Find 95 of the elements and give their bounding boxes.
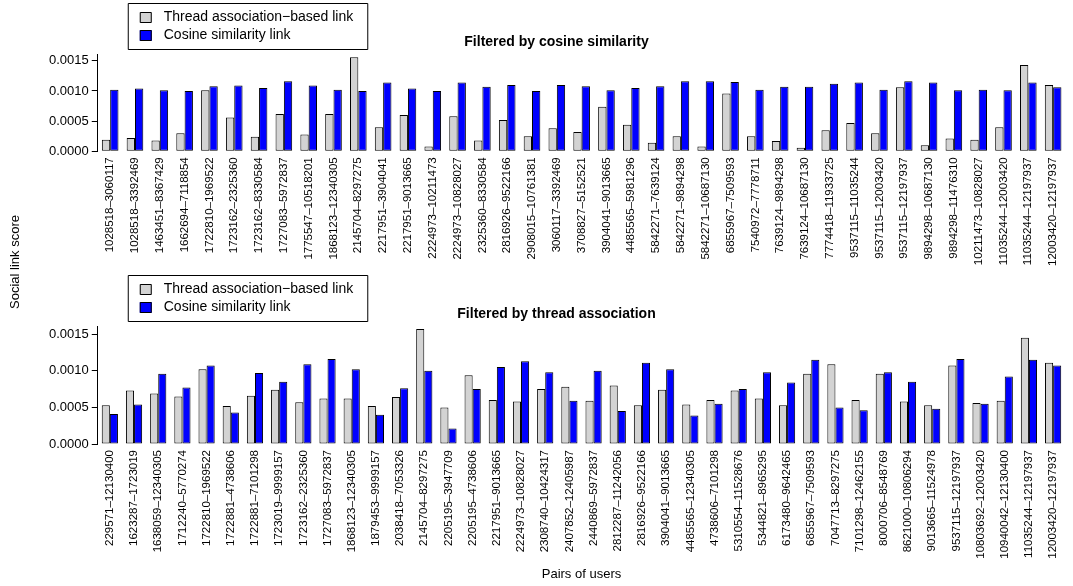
- x-tick-label: 1868123–12340305: [344, 450, 357, 553]
- x-tick-label: 1028518–3392469: [128, 157, 141, 254]
- x-tick-label: 1028518–3060117: [103, 157, 116, 253]
- x-tick-label: 2217951–3904041: [376, 157, 389, 254]
- x-tick-label: 11035244–12197937: [1021, 157, 1034, 266]
- x-tick-label: 2816926–9522166: [635, 450, 648, 546]
- x-tick-label: 2205195–4738606: [465, 450, 478, 546]
- x-tick-label: 11035244–12003420: [996, 157, 1009, 266]
- x-tick-label: 2217951–9013665: [490, 450, 503, 546]
- x-tick-label: 1775547–10518201: [301, 157, 314, 260]
- x-tick-label: 7639124–10687130: [798, 157, 811, 260]
- y-tick-label: 0.0000: [49, 142, 89, 158]
- x-tick-label: 7101298–12462155: [852, 450, 865, 553]
- x-tick-label: 4485565–12340305: [683, 450, 696, 553]
- x-tick-label: 2812287–11242056: [610, 450, 623, 552]
- x-tick-label: 5344821–8965295: [756, 450, 769, 546]
- y-tick-label: 0.0010: [49, 82, 89, 98]
- x-tick-label: 9537115–12197937: [949, 450, 962, 552]
- x-tick-label: 9537115–11035244: [847, 156, 860, 258]
- x-tick-label: 2145704–8297275: [417, 450, 430, 546]
- x-tick-label: 5842271–10687130: [698, 157, 711, 260]
- x-tick-label: 1712240–5770274: [175, 449, 188, 546]
- x-tick-label: 1662694–7118854: [177, 156, 190, 253]
- x-tick-label: 229571–12130400: [103, 450, 116, 546]
- y-tick-label: 0.0005: [49, 398, 89, 414]
- x-tick-label: 7047713–8297275: [828, 450, 841, 546]
- x-tick-label: 2224973–10828027: [450, 157, 463, 260]
- x-tick-label: 1638059–12340305: [151, 450, 164, 553]
- x-tick-label: 9013665–11524978: [925, 450, 938, 552]
- x-tick-label: 9537115–12197937: [897, 157, 910, 259]
- x-tick-label: 9537115–12003420: [872, 157, 885, 259]
- x-tick-label: 1722881–4738606: [223, 450, 236, 546]
- x-tick-label: 1727083–5972837: [320, 450, 333, 546]
- x-tick-label: 1723162–2325360: [227, 157, 240, 254]
- x-tick-label: 1722810–1969522: [202, 157, 215, 254]
- x-tick-label: 6855967–7509593: [804, 450, 817, 546]
- x-tick-label: 1868123–12340305: [326, 157, 339, 260]
- x-tick-label: 10940042–12130400: [997, 450, 1010, 559]
- legend-label: Thread association−based link: [163, 7, 355, 24]
- x-tick-label: 1727083–5972837: [277, 157, 290, 254]
- x-tick-label: 2145704–8297275: [351, 157, 364, 254]
- x-tick-label: 2816926–9522166: [500, 157, 513, 254]
- x-tick-label: 4738606–7101298: [707, 450, 720, 546]
- x-tick-label: 6855967–7509593: [723, 157, 736, 254]
- x-tick-label: 2325360–8330584: [475, 156, 488, 254]
- x-tick-label: 9894298–10687130: [922, 157, 935, 260]
- x-tick-label: 7774418–11933725: [822, 157, 835, 259]
- x-tick-label: 8000706–8548769: [876, 450, 889, 546]
- x-tick-label: 9894298–11476310: [947, 157, 960, 259]
- x-tick-label: 10803692–12003420: [973, 450, 986, 559]
- x-tick-label: 10211473–10828027: [971, 157, 984, 266]
- x-tick-label: 2224973–10828027: [514, 450, 527, 553]
- x-tick-label: 1723162–2325360: [296, 450, 309, 546]
- chart-title: Filtered by cosine similarity: [464, 33, 649, 50]
- x-tick-label: 1879453–9999157: [369, 450, 382, 546]
- x-tick-label: 4485565–5981296: [624, 157, 637, 254]
- x-tick-label: 7639124–9894298: [773, 157, 786, 254]
- x-tick-label: 1623287–1723019: [127, 450, 140, 546]
- x-tick-label: 3060117–3392469: [550, 157, 562, 253]
- x-tick-label: 5842271–7639124: [649, 156, 662, 254]
- x-tick-label: 3708827–5152521: [574, 157, 587, 254]
- legend-label: Thread association−based link: [163, 279, 355, 296]
- x-tick-label: 1463451–8367429: [152, 157, 165, 254]
- x-tick-label: 2038418–7053326: [393, 450, 406, 546]
- x-tick-label: 12003420–12197937: [1046, 450, 1059, 559]
- x-tick-label: 3904041–9013665: [659, 450, 672, 546]
- x-axis-title: Pairs of users: [541, 565, 622, 581]
- x-tick-label: 1722810–1969522: [199, 450, 212, 546]
- x-tick-label: 8621000–10806294: [901, 449, 914, 553]
- x-tick-label: 2407852–12405987: [562, 450, 575, 553]
- x-tick-label: 1723162–8330584: [252, 156, 265, 254]
- x-tick-label: 2308740–10424317: [538, 450, 551, 553]
- x-tick-label: 1723019–9999157: [272, 450, 285, 546]
- legend-label: Cosine similarity link: [163, 25, 292, 42]
- x-tick-label: 12003420–12197937: [1046, 157, 1059, 267]
- x-tick-label: 11035244–12197937: [1022, 450, 1035, 558]
- x-tick-label: 2224973–10211473: [425, 157, 438, 259]
- x-tick-label: 7540972–7778711: [748, 157, 761, 253]
- x-tick-label: 3904041–9013665: [599, 157, 612, 254]
- y-tick-label: 0.0000: [49, 435, 89, 451]
- y-tick-label: 0.0005: [49, 112, 89, 128]
- x-tick-label: 2217951–9013665: [401, 157, 414, 254]
- x-tick-label: 5310554–11528676: [731, 450, 744, 552]
- x-tick-label: 2440869–5972837: [586, 450, 599, 546]
- y-axis-title: Social link score: [6, 215, 22, 309]
- x-tick-label: 2908015–10761381: [525, 157, 538, 260]
- chart-title: Filtered by thread association: [457, 305, 656, 322]
- x-tick-label: 2205195–3947709: [441, 450, 454, 546]
- legend-label: Cosine similarity link: [163, 297, 292, 314]
- y-tick-label: 0.0015: [49, 52, 89, 68]
- x-tick-label: 5842271–9894298: [674, 157, 687, 254]
- x-tick-label: 1722881–7101298: [248, 450, 261, 546]
- x-tick-label: 6173480–9642465: [780, 450, 793, 546]
- y-tick-label: 0.0015: [49, 325, 89, 341]
- y-tick-label: 0.0010: [49, 362, 89, 378]
